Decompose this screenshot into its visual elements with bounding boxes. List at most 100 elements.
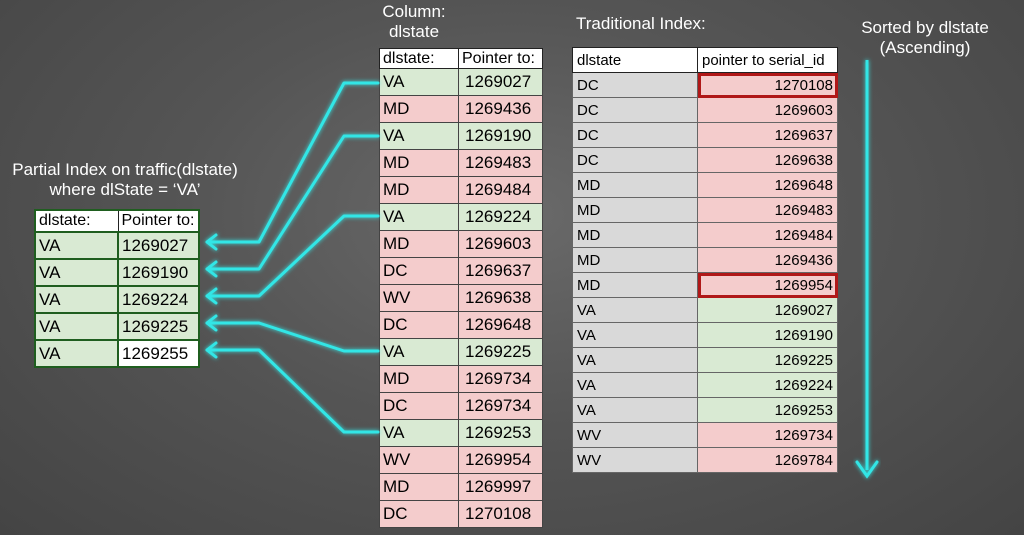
- column-row-pointer: 1269603: [458, 230, 543, 258]
- column-table-header-state: dlstate:: [379, 48, 459, 69]
- column-row-pointer: 1269734: [458, 392, 543, 420]
- trad-table-row: MD 1269648: [572, 172, 838, 198]
- trad-table-row: WV 1269784: [572, 447, 838, 473]
- trad-table-row: MD 1269954: [572, 272, 838, 298]
- trad-table-row: DC 1270108: [572, 72, 838, 98]
- partial-index-label-line2: where dlState = ‘VA’: [49, 180, 201, 199]
- partial-table-header-state: dlstate:: [34, 209, 119, 233]
- trad-row-pointer: 1269638: [697, 147, 838, 173]
- trad-table-row: DC 1269638: [572, 147, 838, 173]
- trad-row-pointer: 1269637: [697, 122, 838, 148]
- column-row-pointer: 1269027: [458, 68, 543, 96]
- partial-row-pointer: 1269255: [117, 339, 200, 368]
- arrowhead-icon: [205, 287, 218, 305]
- column-table-row: DC 1269648: [379, 311, 543, 339]
- pointer-arrow: [205, 348, 380, 434]
- trad-row-pointer-highlighted: 1270108: [697, 72, 838, 98]
- column-table-row: WV 1269954: [379, 446, 543, 474]
- column-row-state: VA: [379, 419, 459, 447]
- column-table-row: DC 1269734: [379, 392, 543, 420]
- column-table-row: MD 1269484: [379, 176, 543, 204]
- arrowhead-icon: [205, 260, 218, 278]
- partial-table-row: VA 1269224: [34, 285, 200, 314]
- column-table-header: dlstate: Pointer to:: [379, 48, 543, 69]
- trad-row-state: MD: [572, 247, 698, 273]
- sorted-label: Sorted by dlstate (Ascending): [850, 18, 1000, 58]
- trad-row-pointer: 1269784: [697, 447, 838, 473]
- column-row-pointer: 1269225: [458, 338, 543, 366]
- column-row-state: VA: [379, 122, 459, 150]
- column-row-state: DC: [379, 257, 459, 285]
- column-table-row: MD 1269734: [379, 365, 543, 393]
- partial-row-pointer: 1269190: [117, 258, 200, 287]
- trad-row-state: WV: [572, 422, 698, 448]
- column-row-state: DC: [379, 500, 459, 528]
- column-row-pointer: 1269484: [458, 176, 543, 204]
- partial-row-pointer: 1269224: [117, 285, 200, 314]
- partial-row-state: VA: [34, 285, 119, 314]
- column-table-row: MD 1269436: [379, 95, 543, 123]
- column-row-state: MD: [379, 95, 459, 123]
- column-table-header-pointer: Pointer to:: [458, 48, 543, 69]
- trad-row-pointer: 1269648: [697, 172, 838, 198]
- column-row-pointer: 1270108: [458, 500, 543, 528]
- partial-row-state: VA: [34, 231, 119, 260]
- column-row-pointer: 1269436: [458, 95, 543, 123]
- partial-index-label-line1: Partial Index on traffic(dlstate): [12, 160, 238, 179]
- column-table: dlstate: Pointer to: VA 1269027 MD 1269436 V…: [379, 48, 543, 528]
- column-label: Column: dlstate: [378, 2, 450, 42]
- trad-table-header-pointer: pointer to serial_id: [697, 47, 838, 73]
- trad-row-pointer: 1269436: [697, 247, 838, 273]
- column-table-row: VA 1269253: [379, 419, 543, 447]
- trad-row-pointer: 1269225: [697, 347, 838, 373]
- trad-table-row: MD 1269484: [572, 222, 838, 248]
- column-table-row: MD 1269997: [379, 473, 543, 501]
- column-table-row: VA 1269225: [379, 338, 543, 366]
- partial-row-state: VA: [34, 312, 119, 341]
- pointer-arrow: [205, 214, 380, 298]
- column-label-line2: dlstate: [388, 22, 440, 41]
- sorted-label-line1: Sorted by dlstate: [861, 18, 989, 37]
- traditional-index-label: Traditional Index:: [576, 14, 706, 33]
- column-row-state: WV: [379, 284, 459, 312]
- trad-table-row: MD 1269483: [572, 197, 838, 223]
- trad-row-state: VA: [572, 347, 698, 373]
- column-row-state: VA: [379, 68, 459, 96]
- trad-table-row: VA 1269253: [572, 397, 838, 423]
- trad-table-header: dlstate pointer to serial_id: [572, 47, 838, 73]
- column-row-state: VA: [379, 338, 459, 366]
- column-row-state: MD: [379, 365, 459, 393]
- trad-row-pointer: 1269734: [697, 422, 838, 448]
- trad-table-row: VA 1269027: [572, 297, 838, 323]
- partial-table-row: VA 1269225: [34, 312, 200, 341]
- column-row-state: VA: [379, 203, 459, 231]
- trad-row-pointer: 1269027: [697, 297, 838, 323]
- trad-row-state: VA: [572, 297, 698, 323]
- traditional-index-table: dlstate pointer to serial_id DC 1270108 DC…: [572, 47, 838, 473]
- trad-row-state: MD: [572, 172, 698, 198]
- pointer-arrow: [205, 134, 380, 271]
- partial-index-label: Partial Index on traffic(dlstate) where …: [0, 160, 250, 200]
- partial-table-header: dlstate: Pointer to:: [34, 209, 200, 233]
- trad-row-state: DC: [572, 72, 698, 98]
- column-row-state: MD: [379, 176, 459, 204]
- partial-index-table: dlstate: Pointer to: VA 1269027 VA 1269190 V…: [34, 209, 200, 368]
- trad-row-state: VA: [572, 397, 698, 423]
- column-table-row: MD 1269483: [379, 149, 543, 177]
- pointer-arrow: [205, 321, 380, 353]
- partial-table-row: VA 1269255: [34, 339, 200, 368]
- arrowhead-icon: [205, 314, 218, 332]
- column-table-row: MD 1269603: [379, 230, 543, 258]
- column-table-row: DC 1270108: [379, 500, 543, 528]
- column-row-pointer: 1269190: [458, 122, 543, 150]
- arrowhead-icon: [205, 341, 218, 359]
- column-row-state: MD: [379, 149, 459, 177]
- partial-row-state: VA: [34, 339, 119, 368]
- trad-table-row: DC 1269603: [572, 97, 838, 123]
- partial-row-pointer: 1269225: [117, 312, 200, 341]
- column-row-state: MD: [379, 230, 459, 258]
- trad-row-pointer-highlighted: 1269954: [697, 272, 838, 298]
- trad-row-pointer: 1269483: [697, 197, 838, 223]
- trad-table-row: DC 1269637: [572, 122, 838, 148]
- partial-row-state: VA: [34, 258, 119, 287]
